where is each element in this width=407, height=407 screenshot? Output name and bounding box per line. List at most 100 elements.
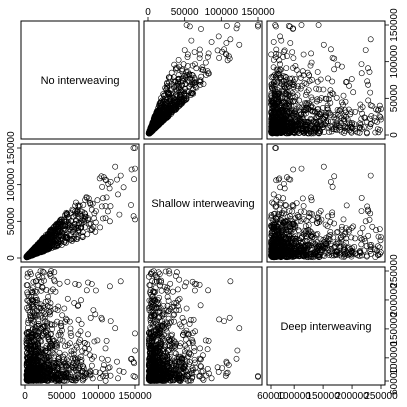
data-point	[358, 208, 365, 214]
data-point	[200, 81, 207, 87]
data-point	[307, 123, 314, 130]
data-point	[367, 172, 374, 179]
data-point	[309, 77, 315, 83]
data-point	[205, 50, 212, 57]
data-point	[78, 297, 84, 304]
data-point	[115, 191, 121, 198]
data-point	[276, 68, 282, 74]
data-point	[112, 325, 119, 332]
data-point	[183, 96, 189, 103]
data-point	[200, 67, 206, 73]
data-point	[236, 41, 243, 48]
data-point	[177, 98, 184, 105]
data-point	[117, 278, 124, 285]
data-point	[114, 358, 120, 365]
data-point	[100, 195, 106, 202]
data-point	[273, 23, 279, 30]
panel-1-2	[143, 20, 263, 140]
data-point	[202, 59, 209, 66]
data-point	[162, 91, 169, 98]
data-point	[278, 100, 285, 106]
data-point	[320, 41, 327, 48]
data-point	[196, 55, 203, 61]
data-point	[324, 102, 331, 109]
data-point	[365, 65, 371, 72]
data-point	[106, 185, 113, 192]
data-point	[175, 85, 182, 92]
data-point	[365, 232, 372, 239]
data-point	[198, 73, 204, 80]
data-point	[331, 173, 338, 180]
data-point	[340, 216, 347, 223]
data-point	[171, 61, 178, 68]
data-point	[102, 377, 109, 384]
data-point	[320, 163, 327, 170]
data-point	[274, 71, 281, 78]
data-point	[281, 47, 288, 54]
data-point	[325, 124, 332, 131]
data-point	[166, 99, 173, 106]
data-point	[374, 126, 381, 133]
data-point	[376, 244, 383, 251]
data-point	[156, 112, 163, 119]
data-point	[319, 105, 326, 111]
data-point	[308, 130, 315, 137]
data-point	[296, 104, 303, 111]
panels	[20, 20, 386, 386]
data-point	[63, 315, 69, 322]
data-point	[173, 87, 180, 94]
data-point	[297, 208, 304, 215]
data-point	[172, 65, 179, 71]
data-point	[348, 129, 355, 136]
data-point	[106, 364, 113, 371]
panel-frame	[266, 20, 386, 140]
data-point	[221, 46, 227, 53]
data-point	[89, 362, 95, 369]
data-point	[197, 77, 204, 84]
data-point	[102, 345, 109, 352]
data-point	[197, 81, 204, 88]
data-point	[184, 54, 191, 60]
data-point	[352, 109, 358, 115]
data-point	[375, 129, 382, 136]
data-point	[334, 107, 341, 113]
data-point	[338, 106, 345, 113]
data-point	[340, 92, 347, 99]
data-point	[308, 59, 315, 66]
data-point	[323, 110, 329, 116]
data-point	[277, 33, 283, 40]
data-point	[234, 22, 241, 28]
data-point	[315, 22, 322, 28]
data-point	[56, 280, 63, 287]
data-point	[292, 63, 299, 69]
data-point	[186, 75, 193, 82]
data-point	[357, 120, 363, 127]
data-point	[94, 197, 101, 204]
data-point	[287, 40, 294, 46]
data-point	[374, 243, 381, 250]
data-point	[112, 163, 119, 170]
data-point	[103, 194, 110, 201]
data-point	[364, 203, 371, 210]
data-point	[179, 66, 186, 73]
data-point	[309, 217, 316, 223]
data-point	[349, 120, 356, 126]
data-point	[334, 61, 341, 68]
data-point	[180, 61, 187, 68]
data-point	[296, 117, 303, 123]
data-point	[92, 219, 99, 226]
data-point	[285, 22, 292, 29]
data-point	[132, 347, 138, 354]
data-point	[362, 115, 369, 121]
data-point	[107, 203, 114, 210]
data-point	[289, 80, 296, 87]
data-point	[85, 331, 91, 338]
data-point	[346, 82, 352, 89]
data-point	[91, 338, 98, 345]
data-point	[305, 87, 312, 93]
data-point	[366, 69, 373, 75]
data-point	[358, 194, 365, 201]
data-point	[188, 37, 195, 44]
data-point	[317, 236, 324, 243]
panel-3-1	[20, 266, 140, 386]
